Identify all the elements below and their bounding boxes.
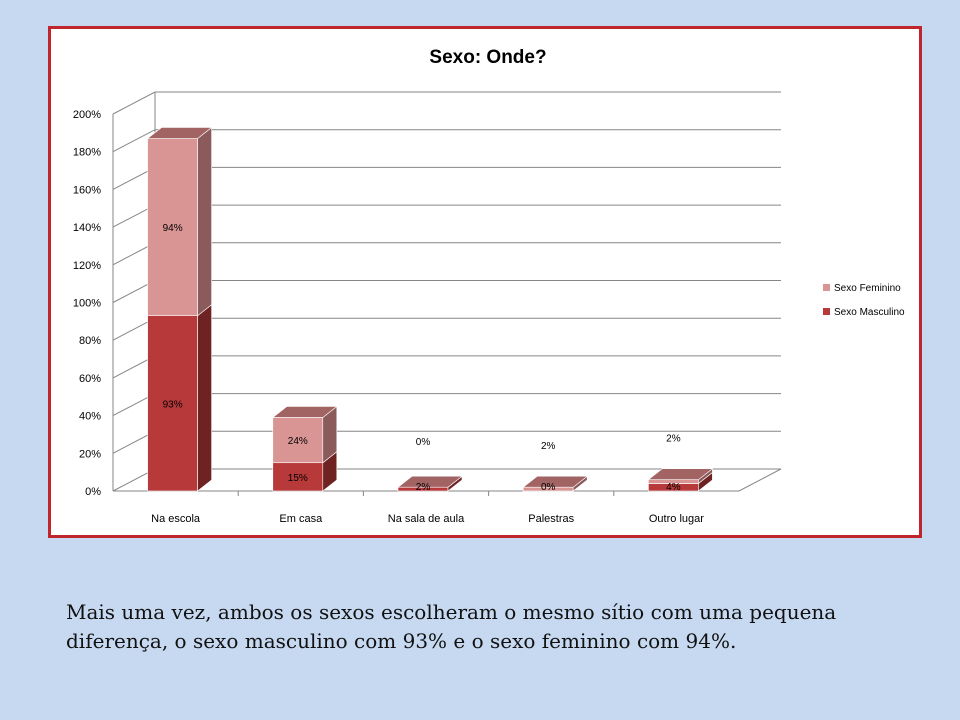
bar-front — [272, 462, 324, 492]
gridlines — [112, 91, 781, 454]
legend: Sexo Feminino Sexo Masculino — [823, 283, 905, 318]
x-axis-ticks: Na escola Em casa Na sala de aula Palestras… — [151, 491, 704, 525]
data-label-sexo-feminino: 0% — [416, 437, 431, 448]
bar-top — [647, 468, 714, 480]
bar-sexo-feminino-na-sala-de-aula — [397, 475, 463, 488]
legend-swatch-sexo-feminino — [823, 284, 830, 291]
data-label-sexo-feminino: 24% — [288, 436, 308, 447]
data-label-sexo-masculino: 2% — [416, 482, 431, 493]
data-label-sexo-feminino: 2% — [666, 433, 681, 444]
gridline — [112, 317, 781, 341]
bars — [146, 126, 714, 492]
gridline — [112, 280, 781, 303]
bar-sexo-feminino-em-casa — [271, 405, 338, 464]
gridline — [112, 129, 781, 153]
data-label-sexo-masculino: 93% — [163, 399, 183, 410]
bar-sexo-feminino-palestras — [522, 475, 589, 492]
gridline — [112, 430, 781, 454]
x-tick-label: Na escola — [151, 513, 201, 525]
legend-label-sexo-feminino: Sexo Feminino — [834, 283, 901, 294]
bar-side — [197, 126, 212, 317]
x-tick-label: Palestras — [528, 513, 574, 525]
chart-frame: 0% 20% 40% 60% 80% 100% 120% 140% 160% 180% 200% N… — [48, 26, 922, 538]
bar-top — [146, 127, 213, 139]
bar-top — [397, 475, 463, 488]
bar-top — [271, 406, 338, 418]
y-tick-label: 120% — [73, 260, 101, 272]
y-tick-label: 40% — [79, 411, 101, 423]
y-tick-label: 0% — [85, 486, 101, 498]
y-tick-label: 20% — [79, 448, 101, 460]
data-label-sexo-masculino: 4% — [666, 482, 681, 493]
y-axis-ticks: 0% 20% 40% 60% 80% 100% 120% 140% 160% 180% 200% — [73, 109, 101, 498]
y-tick-label: 200% — [73, 109, 101, 121]
legend-swatch-sexo-masculino — [823, 308, 830, 315]
x-tick-label: Na sala de aula — [388, 513, 465, 525]
bar-side — [197, 304, 212, 492]
bar-top — [522, 475, 589, 488]
gridline — [112, 242, 781, 266]
y-tick-label: 180% — [73, 147, 101, 159]
data-label-sexo-masculino: 15% — [288, 473, 308, 484]
data-label-sexo-masculino: 0% — [541, 482, 556, 493]
bar-sexo-feminino-na-escola — [146, 126, 213, 317]
x-tick-label: Em casa — [279, 513, 323, 525]
y-tick-label: 160% — [73, 184, 101, 196]
data-label-sexo-feminino: 2% — [541, 441, 556, 452]
bar-sexo-masculino-na-escola — [146, 304, 213, 492]
y-tick-label: 140% — [73, 222, 101, 234]
y-tick-label: 80% — [79, 335, 101, 347]
chart: 0% 20% 40% 60% 80% 100% 120% 140% 160% 180% 200% N… — [73, 47, 905, 525]
y-tick-label: 60% — [79, 373, 101, 385]
chart-title: Sexo: Onde? — [429, 47, 546, 68]
data-label-sexo-feminino: 94% — [163, 223, 183, 234]
gridline — [112, 204, 781, 228]
slide-caption: Mais uma vez, ambos os sexos escolheram … — [66, 600, 837, 653]
gridline — [112, 91, 781, 115]
legend-label-sexo-masculino: Sexo Masculino — [834, 307, 905, 318]
data-labels: 93% 94% 15% 24% 2% 0% 0% 2% 4% 2% — [163, 223, 681, 493]
gridline — [112, 393, 781, 417]
bar-front — [272, 417, 324, 464]
bar-sexo-feminino-outro-lugar — [647, 468, 714, 485]
x-tick-label: Outro lugar — [649, 513, 704, 525]
y-tick-label: 100% — [73, 298, 101, 310]
gridline — [112, 355, 781, 379]
gridline — [112, 166, 781, 190]
